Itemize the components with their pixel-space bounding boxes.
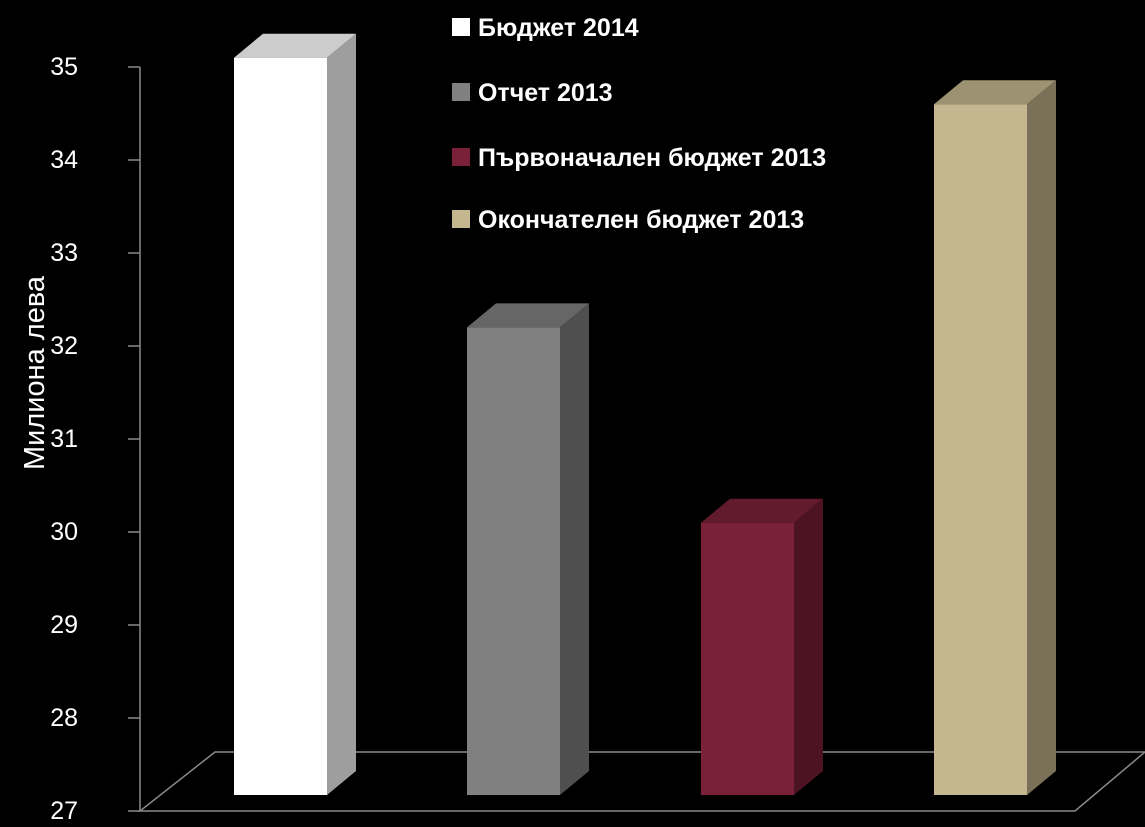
legend-swatch [452,18,470,36]
legend-label: Окончателен бюджет 2013 [478,206,804,234]
legend-entry: Първоначален бюджет 2013 [452,144,826,172]
y-tick-label: 34 [50,146,78,174]
y-tick-label: 35 [50,53,78,81]
chart-floor [137,751,1145,812]
bar-top [234,33,356,58]
y-tick-label: 30 [50,518,78,546]
bar [701,498,823,795]
bar-top [701,498,823,523]
y-tick-label: 32 [50,332,78,360]
legend-label: Бюджет 2014 [478,14,639,42]
legend-label: Отчет 2013 [478,79,613,107]
bar-top [934,80,1056,105]
legend-entry: Бюджет 2014 [452,14,639,42]
bar [467,303,589,795]
legend-swatch [452,148,470,166]
y-tick-label: 31 [50,425,78,453]
legend-label: Първоначален бюджет 2013 [478,144,826,172]
legend-swatch [452,210,470,228]
bar-side [560,303,589,795]
bar-top [467,303,589,328]
bar-front [701,522,794,795]
y-tick-label: 29 [50,611,78,639]
legend: Бюджет 2014 Отчет 2013 Първоначален бюджет… [452,14,826,234]
y-tick-label: 28 [50,704,78,732]
bar-side [327,33,356,795]
bar [934,80,1056,795]
bar-side [1027,80,1056,795]
bar-front [234,57,327,795]
y-tick-label: 27 [50,797,78,825]
bar [234,33,356,795]
y-tick-label: 33 [50,239,78,267]
bar-side [794,498,823,795]
legend-entry: Окончателен бюджет 2013 [452,206,804,234]
y-axis-title: Милиона лева [19,275,51,470]
bar-front [934,104,1027,795]
floor-outline [137,751,1145,812]
y-axis: 27 28 29 30 31 32 33 34 35 [50,53,141,825]
legend-entry: Отчет 2013 [452,79,613,107]
legend-swatch [452,83,470,101]
bars [234,33,1056,795]
bar-front [467,327,560,795]
